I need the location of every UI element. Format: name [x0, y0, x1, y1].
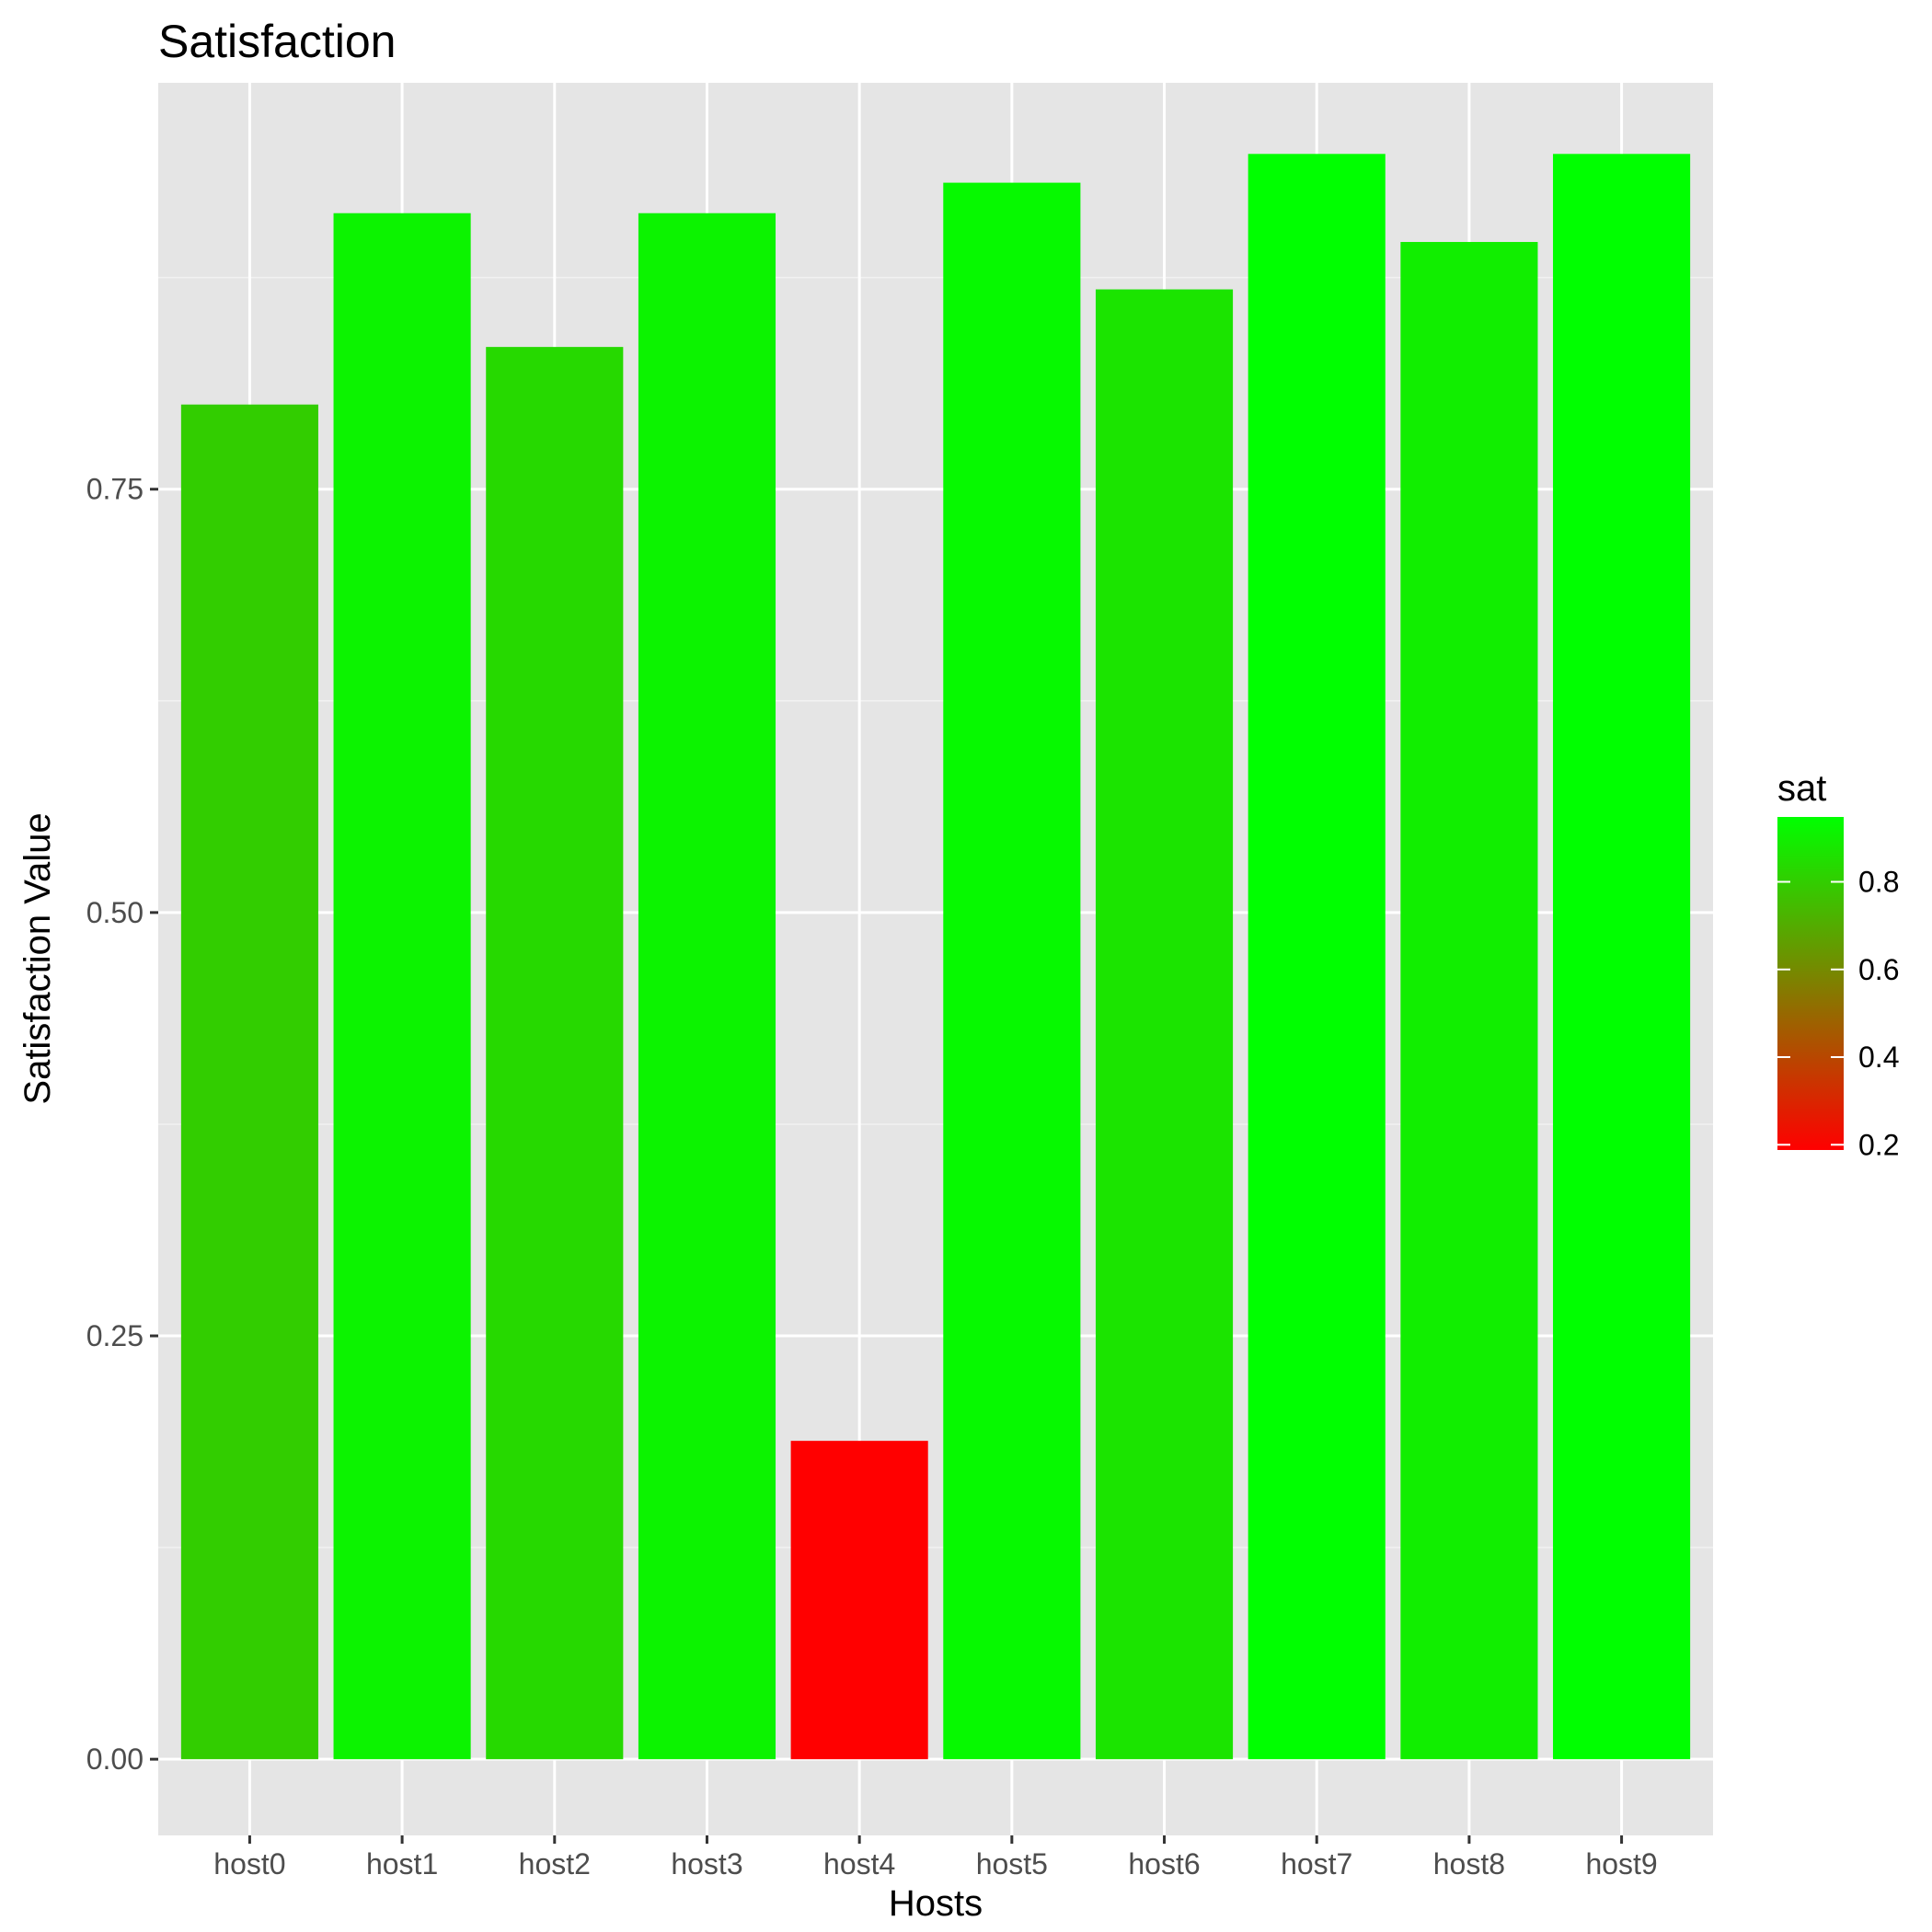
bar-host3 — [638, 213, 776, 1760]
bar-host5 — [943, 182, 1081, 1760]
legend-tick-label: 0.6 — [1858, 953, 1899, 986]
axes: 0.00 0.25 0.50 0.75 host0 host1 host2 host3 host… — [86, 473, 1658, 1880]
x-tick-label: host7 — [1281, 1847, 1352, 1880]
x-tick-label: host4 — [823, 1847, 895, 1880]
y-tick-label: 0.50 — [86, 896, 144, 929]
x-axis-title: Hosts — [889, 1883, 983, 1924]
bar-host7 — [1248, 154, 1386, 1760]
bar-host9 — [1553, 154, 1691, 1760]
x-tick-label: host0 — [213, 1847, 285, 1880]
bar-host2 — [486, 347, 624, 1760]
bar-host1 — [333, 213, 471, 1760]
bar-host8 — [1400, 242, 1538, 1760]
y-tick-label: 0.75 — [86, 473, 144, 506]
x-tick-label: host8 — [1433, 1847, 1505, 1880]
legend-tick-label: 0.8 — [1858, 865, 1899, 898]
legend-tick-label: 0.2 — [1858, 1128, 1899, 1161]
bars — [180, 154, 1691, 1760]
bar-host4 — [790, 1441, 928, 1760]
legend-colorbar — [1777, 817, 1844, 1150]
legend: sat 0.2 0.4 0.6 0.8 — [1777, 768, 1899, 1161]
x-tick-label: host2 — [519, 1847, 591, 1880]
x-tick-label: host9 — [1585, 1847, 1657, 1880]
x-tick-label: host6 — [1128, 1847, 1200, 1880]
y-tick-label: 0.25 — [86, 1319, 144, 1352]
x-tick-label: host3 — [671, 1847, 742, 1880]
bar-host0 — [180, 404, 318, 1760]
x-tick-label: host5 — [976, 1847, 1048, 1880]
x-tick-label: host1 — [366, 1847, 438, 1880]
legend-tick-label: 0.4 — [1858, 1041, 1899, 1074]
legend-title: sat — [1777, 768, 1826, 809]
chart-title: Satisfaction — [158, 16, 396, 67]
bar-host6 — [1095, 289, 1234, 1760]
y-axis-title: Satisfaction Value — [17, 812, 58, 1104]
y-tick-label: 0.00 — [86, 1742, 144, 1776]
